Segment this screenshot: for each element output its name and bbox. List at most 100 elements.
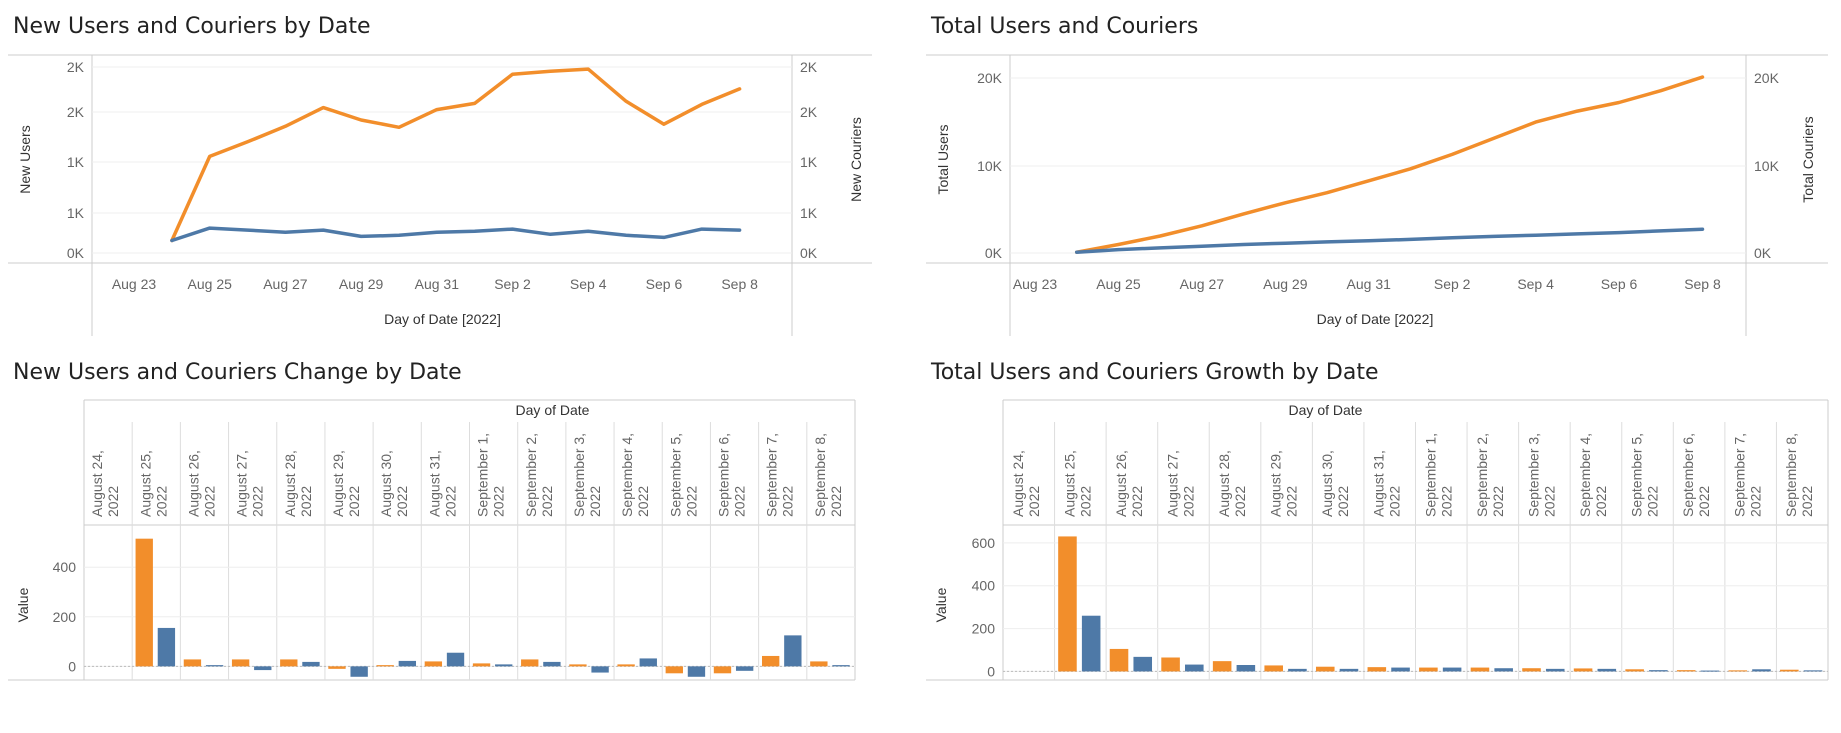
bar-couriers (543, 661, 561, 667)
category-label: September 6,2022 (1680, 433, 1712, 517)
bar-users (1109, 648, 1129, 672)
x-tick-label: Aug 27 (263, 276, 308, 292)
category-label: September 7,2022 (1732, 433, 1764, 517)
bar-couriers (687, 666, 706, 677)
y-tick-label-left: 0K (985, 245, 1003, 261)
category-label: August 27,2022 (234, 450, 266, 517)
y-tick-label-left: 1K (67, 205, 85, 221)
y-tick-label-left: 20K (977, 70, 1003, 86)
x-tick-label: Aug 31 (415, 276, 460, 292)
bar-users (1728, 670, 1748, 672)
bar-users (472, 663, 491, 667)
line-chart-total: 20K 10K 0K 20K 10K 0K Total Users Total Courier… (926, 54, 1828, 336)
bar-users (1367, 667, 1387, 672)
x-axis-title: Day of Date [2022] (384, 311, 501, 327)
x-tick-label: Aug 23 (112, 276, 157, 292)
category-label: September 7,2022 (764, 433, 796, 517)
y-axis-title: Value (933, 587, 949, 622)
bar-couriers (157, 627, 176, 667)
panel-title: Total Users and Couriers Growth by Date (931, 360, 1379, 385)
bar-users (810, 661, 828, 667)
panel-change-by-date: New Users and Couriers Change by Date Da… (0, 345, 900, 733)
bar-couriers (1597, 668, 1617, 672)
bar-couriers (446, 652, 465, 667)
bar-couriers (1185, 664, 1204, 672)
y-tick-label-left: 10K (977, 158, 1003, 174)
y-tick-label: 200 (972, 621, 996, 637)
category-label: August 28,2022 (282, 450, 314, 517)
bar-couriers (1288, 668, 1307, 672)
panel-title: New Users and Couriers Change by Date (13, 360, 462, 385)
bar-users (1264, 665, 1283, 672)
y-tick-label-right: 2K (800, 104, 818, 120)
x-axis-header: Day of Date (1289, 402, 1363, 418)
bar-users (713, 666, 732, 674)
x-tick-label: Sep 2 (494, 276, 531, 292)
bar-couriers (1649, 670, 1668, 672)
bar-couriers (1494, 668, 1513, 672)
bar-users (617, 664, 635, 667)
y-tick-label: 400 (53, 559, 77, 575)
category-label: August 29,2022 (1268, 450, 1300, 517)
bar-couriers (302, 661, 320, 667)
category-label: September 2,2022 (1474, 433, 1506, 517)
bar-couriers (639, 658, 657, 667)
y-tick-label-right: 0K (1754, 245, 1772, 261)
category-label: August 25,2022 (1061, 450, 1093, 517)
category-label: September 5,2022 (1629, 433, 1661, 517)
y-tick-label-left: 2K (67, 104, 85, 120)
y-tick-label-left: 1K (67, 154, 85, 170)
x-tick-label: Sep 4 (1517, 276, 1554, 292)
category-label: August 31,2022 (1371, 450, 1403, 517)
y-axis-title-left: New Users (17, 125, 33, 193)
x-tick-label: Aug 29 (339, 276, 384, 292)
category-label: September 4,2022 (619, 433, 651, 517)
category-label: September 6,2022 (716, 433, 748, 517)
series-line-users (1074, 75, 1705, 254)
x-tick-label: Aug 25 (188, 276, 233, 292)
y-tick-label: 400 (972, 578, 996, 594)
bar-users (521, 659, 539, 667)
bar-couriers (1752, 669, 1771, 672)
bar-users (1470, 667, 1490, 672)
x-tick-label: Sep 6 (1601, 276, 1638, 292)
panel-total-users-couriers: Total Users and Couriers 20K 10K 0K 20K 10K 0… (918, 0, 1841, 345)
x-tick-label: Sep 6 (646, 276, 683, 292)
y-tick-label: 200 (53, 609, 77, 625)
x-axis-title: Day of Date [2022] (1317, 311, 1434, 327)
category-label: September 3,2022 (1525, 433, 1557, 517)
series-line-users (170, 67, 742, 243)
bar-couriers (591, 666, 609, 673)
category-label: August 30,2022 (378, 450, 410, 517)
category-label: August 24,2022 (1010, 450, 1042, 517)
category-label: August 24,2022 (89, 450, 121, 517)
bar-couriers (1803, 670, 1823, 672)
category-label: August 31,2022 (426, 450, 458, 517)
bar-couriers (495, 664, 513, 667)
bar-couriers (1391, 667, 1410, 672)
category-label: September 8,2022 (1783, 433, 1815, 517)
bar-users (1573, 668, 1593, 672)
panel-title: Total Users and Couriers (931, 14, 1199, 39)
bar-users (231, 659, 250, 667)
panel-growth-by-date: Total Users and Couriers Growth by Date … (918, 345, 1841, 733)
bar-users (1625, 669, 1644, 672)
series-line-couriers (1074, 227, 1705, 254)
category-label: September 2,2022 (523, 433, 555, 517)
series-line-couriers (170, 226, 742, 243)
bar-couriers (398, 660, 417, 667)
y-tick-label-left: 2K (67, 59, 85, 75)
bar-users (761, 655, 780, 667)
bar-couriers (254, 666, 272, 671)
y-axis-title-left: Total Users (935, 124, 951, 194)
x-tick-label: Sep 4 (570, 276, 607, 292)
bar-users (424, 661, 443, 667)
bar-users (376, 665, 394, 667)
bar-users (1419, 667, 1438, 672)
x-tick-label: Aug 29 (1263, 276, 1308, 292)
y-axis-title-right: New Couriers (848, 117, 864, 202)
bar-couriers (1442, 667, 1462, 672)
y-tick-label: 0 (987, 663, 995, 679)
category-label: September 1,2022 (475, 433, 507, 517)
y-axis-title-right: Total Couriers (1800, 116, 1816, 202)
